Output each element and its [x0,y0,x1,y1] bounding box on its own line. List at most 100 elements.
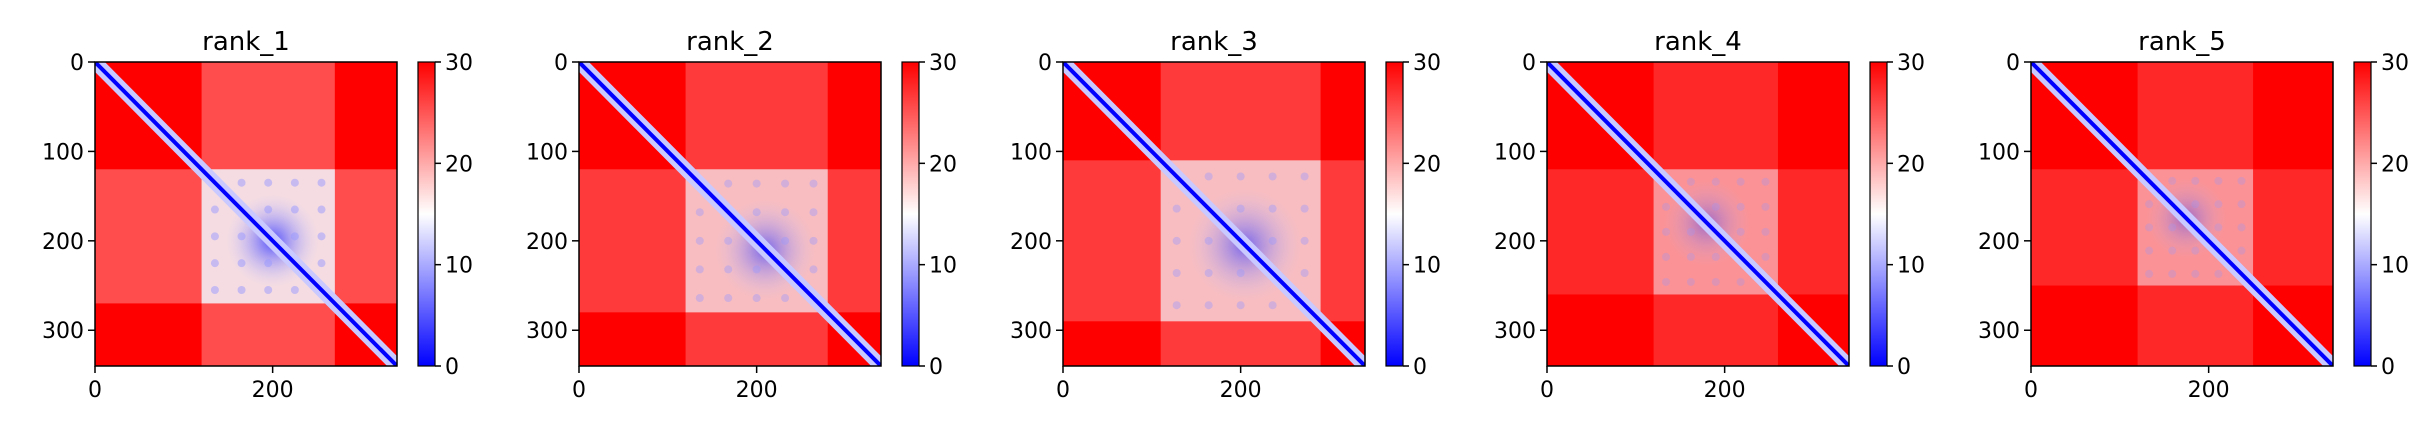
heatmap-contact-spot [2191,176,2200,185]
heatmap-diagonal [95,62,397,366]
panel-title: rank_5 [2138,27,2226,57]
heatmap-contact-spot [290,286,299,294]
heatmap-contact-spot [1761,252,1770,261]
y-tick-label: 100 [42,140,84,165]
heatmap-contact-spot [1268,236,1277,245]
heatmap-contact-spot [2237,246,2246,255]
y-tick-label: 200 [42,230,84,255]
heatmap-contact-spot [724,179,733,188]
plot-frame [578,61,882,367]
heatmap-contact-spot [1300,269,1309,278]
x-tick-label: 200 [2188,378,2230,403]
y-tick-label: 100 [1494,140,1536,165]
y-tick-label: 300 [1978,319,2020,344]
heatmap-contact-spot [264,178,273,187]
heatmap-contact-spot [1172,301,1181,310]
colorbar-tick-label: 10 [445,254,473,279]
heatmap-contact-spot [809,265,818,274]
heatmap-contact-spot [2214,176,2223,185]
heatmap-contact-spot [237,286,246,294]
colorbar-tick-label: 10 [929,254,957,279]
heatmap-contact-spot [2168,176,2177,185]
heatmap-contact-spot [1662,252,1671,261]
plot-frame [2030,61,2334,367]
panel-title: rank_2 [686,27,774,57]
heatmap-contact-spot [2145,200,2154,209]
colorbar [417,61,436,367]
colorbar-tick-label: 20 [929,152,957,177]
x-tick-label: 0 [1540,378,1554,403]
heatmap-contact-spot [724,294,733,303]
colorbar-tick-label: 30 [929,51,957,76]
colorbar [1869,61,1888,367]
heatmap-contact-spot [2145,223,2154,232]
x-tick-label: 0 [572,378,586,403]
heatmap-contact-spot [1662,227,1671,236]
heatmap-panel-1: rank_1 0 100 200 300 0 200 0 10 20 30 [42,27,473,403]
heatmap-contact-spot [1236,204,1245,213]
plot-frame [1062,61,1366,367]
heatmap-contact-spot [695,236,704,245]
heatmap-contact-spot [2168,246,2177,255]
colorbar-tick-label: 0 [1413,355,1427,380]
colorbar-tick-label: 20 [1897,152,1925,177]
heatmap-contact-spot [1300,172,1309,181]
heatmap-contact-spot [210,232,219,241]
heatmap-contact-spot [317,232,326,241]
colorbar-tick-label: 0 [2381,355,2395,380]
heatmap-diagonal [579,62,881,366]
heatmap-contact-spot [752,265,761,274]
x-tick-label: 200 [736,378,778,403]
y-tick-label: 0 [1038,51,1052,76]
y-tick-label: 0 [554,51,568,76]
heatmap-contact-spot [1172,236,1181,245]
heatmap-contact-spot [1736,277,1745,286]
y-tick-label: 100 [1010,140,1052,165]
y-tick-label: 300 [1010,319,1052,344]
heatmap-contact-spot [1711,177,1720,186]
heatmap-image [579,62,881,366]
colorbar [2353,61,2372,367]
heatmap-contact-spot [752,179,761,188]
heatmap-contact-spot [2191,246,2200,255]
colorbar [901,61,920,367]
colorbar-tick-label: 10 [1413,254,1441,279]
heatmap-contact-spot [752,294,761,303]
heatmap-contact-spot [237,178,246,187]
heatmap-contact-spot [1761,227,1770,236]
heatmap-contact-spot [264,205,273,214]
heatmap-contact-spot [809,236,818,245]
heatmap-contact-spot [1268,172,1277,181]
heatmap-panel-3: rank_3 0 100 200 300 0 200 0 10 20 30 [1010,27,1441,403]
heatmap-contact-spot [2145,269,2154,278]
heatmap-contact-spot [290,178,299,187]
heatmap-panel-2: rank_2 0 100 200 300 0 200 0 10 20 30 [526,27,957,403]
heatmap-contact-spot [1736,202,1745,211]
heatmap-contact-spot [724,236,733,245]
heatmap-diagonal [1547,62,1849,366]
heatmap-contact-spot [781,236,790,245]
y-tick-label: 300 [42,319,84,344]
heatmap-contact-spot [781,179,790,188]
heatmap-contact-spot [237,232,246,241]
heatmap-image [2031,62,2333,366]
y-tick-label: 300 [1494,319,1536,344]
heatmap-contact-spot [1686,277,1695,286]
x-tick-label: 0 [2024,378,2038,403]
y-tick-label: 100 [1978,140,2020,165]
heatmap-contact-spot [317,178,326,187]
colorbar-tick-label: 10 [2381,254,2409,279]
heatmap-contact-spot [2237,176,2246,185]
heatmap-diagonal [2031,62,2333,366]
heatmap-panel-4: rank_4 0 100 200 300 0 200 0 10 20 30 [1494,27,1925,403]
heatmap-contact-spot [1268,301,1277,310]
heatmap-contact-spot [724,265,733,274]
heatmap-contact-spot [2214,223,2223,232]
heatmap-contact-spot [2237,200,2246,209]
x-tick-label: 0 [88,378,102,403]
heatmap-contact-spot [237,259,246,268]
heatmap-image [1063,62,1365,366]
heatmap-contact-spot [2168,269,2177,278]
x-tick-label: 200 [1220,378,1262,403]
y-tick-label: 0 [1522,51,1536,76]
